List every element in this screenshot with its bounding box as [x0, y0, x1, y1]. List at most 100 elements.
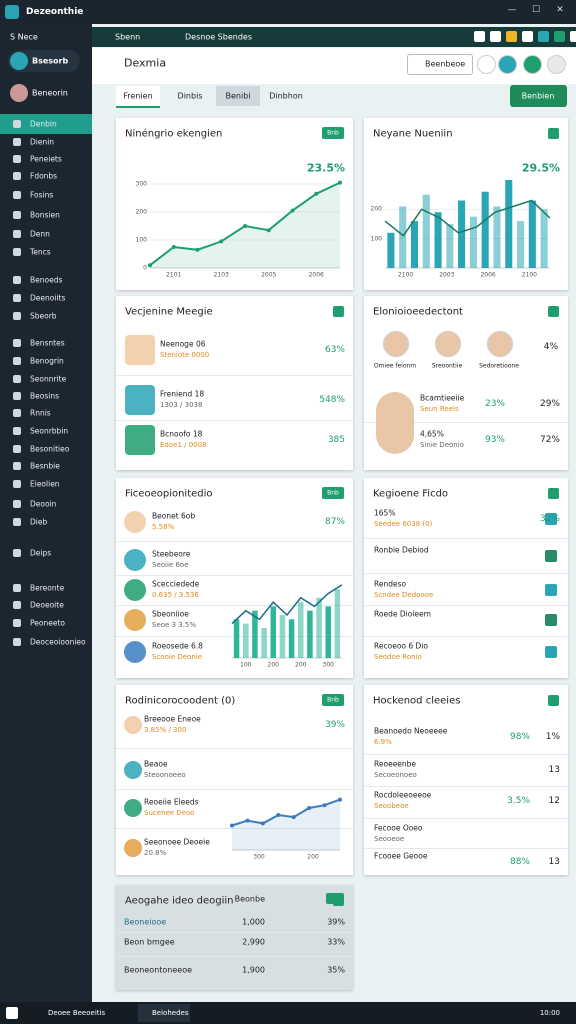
- sidebar-item[interactable]: Deenoiits: [30, 293, 66, 303]
- card-check: [548, 695, 559, 706]
- sidebar-item[interactable]: Rnnis: [30, 408, 51, 418]
- sidebar-item[interactable]: Denn: [30, 229, 50, 239]
- point: [291, 815, 296, 820]
- person-name: Sreoontiie: [431, 362, 463, 370]
- sidebar-item[interactable]: Benogrin: [30, 356, 64, 366]
- sidebar-item[interactable]: Bonsien: [30, 210, 60, 220]
- window-title: Dezeonthie: [26, 7, 84, 17]
- row-subtitle: Steniote 0000: [160, 351, 210, 359]
- row-value: 29%: [539, 399, 560, 409]
- sidebar-item[interactable]: Bensntes: [30, 338, 65, 348]
- bar: [446, 224, 454, 268]
- sidebar-item[interactable]: Fosins: [30, 190, 54, 200]
- sidebar-item[interactable]: Dienin: [30, 137, 55, 147]
- row-icon: [124, 641, 146, 663]
- row-title: Sbeoniioe: [152, 609, 189, 619]
- toolbar-icon[interactable]: [538, 31, 549, 42]
- row-action[interactable]: [545, 550, 557, 562]
- row-icon: [124, 579, 146, 601]
- row-title: Beanoedo Neoeeee: [374, 726, 448, 736]
- badge-label: Bnb: [327, 696, 339, 704]
- sidebar-item[interactable]: Tencs: [30, 247, 51, 257]
- search-button[interactable]: [407, 54, 473, 75]
- toolbar-icon[interactable]: [474, 31, 485, 42]
- tab-label: Dinbis: [177, 91, 203, 101]
- user-name: S Nece: [10, 32, 38, 42]
- card-badge: [322, 487, 344, 499]
- sidebar-item[interactable]: Denbin: [30, 119, 57, 129]
- row-action[interactable]: [545, 584, 557, 596]
- tab[interactable]: [116, 86, 160, 108]
- sidebar-item[interactable]: Besonitieo: [30, 444, 70, 454]
- sidebar-icon: [13, 445, 21, 453]
- row-title: Ronbie Debiod: [374, 545, 429, 555]
- row-value: 72%: [539, 435, 560, 445]
- clock: 10:00: [539, 1009, 560, 1017]
- header-icon[interactable]: [477, 55, 496, 74]
- bar: [387, 232, 395, 268]
- bar: [270, 606, 276, 658]
- sidebar-item[interactable]: Deooin: [30, 499, 57, 509]
- tab[interactable]: [216, 86, 260, 106]
- sidebar-item[interactable]: Seonrbbin: [30, 426, 69, 436]
- window-button[interactable]: ✕: [556, 5, 564, 15]
- sidebar-item[interactable]: Beosins: [30, 391, 60, 401]
- sidebar-item[interactable]: Deoeoite: [30, 600, 64, 610]
- sidebar-item[interactable]: Deoceoioonieo: [30, 637, 86, 647]
- sidebar-item[interactable]: Peneiets: [30, 154, 62, 164]
- sidebar-item[interactable]: Dieb: [30, 517, 48, 527]
- action-button[interactable]: [510, 85, 567, 107]
- row-action[interactable]: [545, 646, 557, 658]
- sidebar-icon: [13, 312, 21, 320]
- sidebar-item[interactable]: Fdonbs: [30, 171, 58, 181]
- start-button[interactable]: [6, 1007, 18, 1019]
- card-check: [333, 306, 344, 317]
- row-action[interactable]: [545, 614, 557, 626]
- row-subtitle: 0.635 / 3.536: [152, 591, 199, 599]
- point: [338, 797, 342, 802]
- bar: [517, 221, 525, 268]
- table-cell: Beon bmgee: [124, 937, 175, 947]
- toolbar-icon[interactable]: [506, 31, 517, 42]
- row-value: 93%: [484, 435, 505, 445]
- taskbar-app[interactable]: [138, 1004, 190, 1022]
- toolbar-icon[interactable]: [554, 31, 565, 42]
- card-title: Vecjenine Meegie: [125, 306, 213, 318]
- sidebar-item[interactable]: Besnbie: [30, 461, 60, 471]
- row-divider: [364, 605, 568, 606]
- toolbar-icon[interactable]: [522, 31, 533, 42]
- row-action[interactable]: [545, 513, 557, 525]
- sidebar-item[interactable]: Bereonte: [30, 583, 65, 593]
- sidebar-item[interactable]: Benoeds: [30, 275, 63, 285]
- sidebar-icon: [13, 409, 21, 417]
- row-divider: [116, 932, 353, 933]
- sidebar-item[interactable]: Sbeorb: [30, 311, 57, 321]
- header-icon[interactable]: [498, 55, 517, 74]
- row-subtitle: Sucenee Deoo: [144, 809, 195, 817]
- bar: [233, 619, 240, 658]
- row-title: Fcooee Geooe: [374, 851, 428, 861]
- row-value: 32%: [539, 514, 560, 524]
- sidebar-icon: [13, 584, 21, 592]
- row-subtitle: Edoe1 / 0008: [160, 441, 207, 449]
- toolbar-icon[interactable]: [490, 31, 501, 42]
- window-button[interactable]: ☐: [531, 5, 541, 15]
- card-stat: 29.5%: [521, 161, 560, 175]
- sidebar-item[interactable]: Eieolien: [30, 479, 60, 489]
- toolbar-icon[interactable]: [570, 31, 576, 42]
- row-title: Bcnoofo 18: [160, 429, 203, 439]
- header-icon[interactable]: [523, 55, 542, 74]
- x-tick-label: 100: [240, 661, 252, 669]
- people-value: 4%: [543, 342, 558, 352]
- table-cell: 35%: [327, 965, 345, 975]
- row-subtitle: 5.58%: [152, 523, 175, 531]
- window-button[interactable]: —: [507, 5, 517, 15]
- sidebar-icon: [13, 619, 21, 627]
- sidebar-item[interactable]: Deips: [30, 548, 52, 558]
- row-divider: [364, 422, 568, 423]
- sidebar-item[interactable]: Seonnrite: [30, 374, 67, 384]
- x-tick-label: 300: [253, 853, 265, 861]
- row-title: Rendeso: [374, 579, 407, 589]
- sidebar-item[interactable]: Peoneeto: [30, 618, 65, 628]
- header-icon[interactable]: [547, 55, 566, 74]
